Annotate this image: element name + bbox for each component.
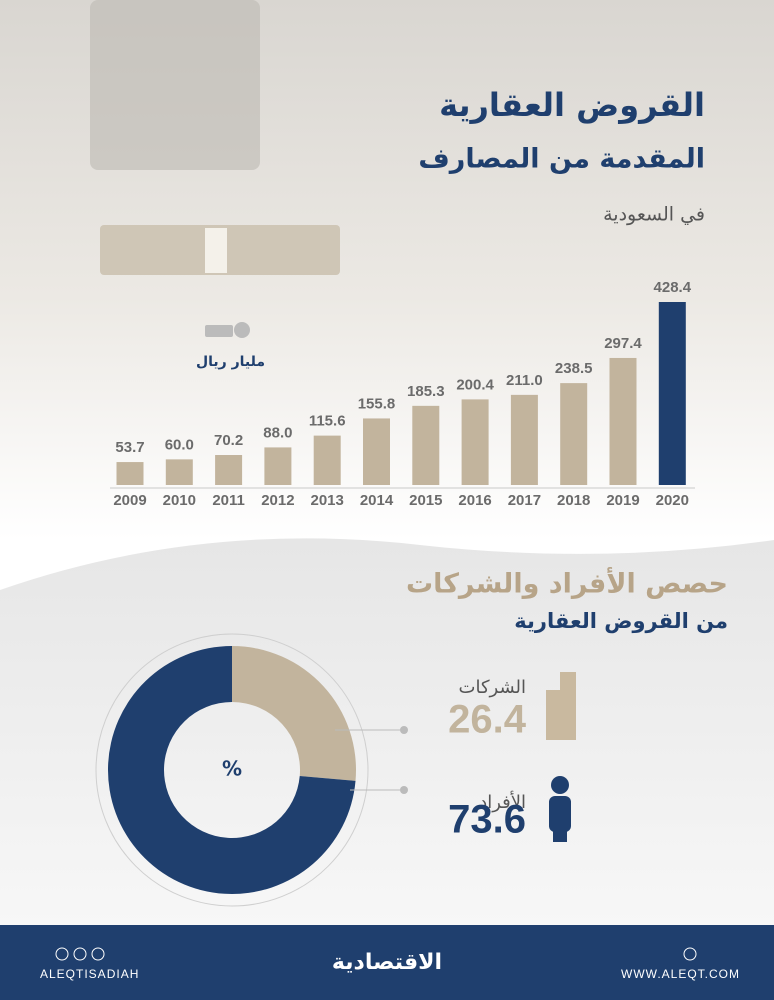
bar — [412, 405, 440, 485]
x-tick-label: 2014 — [360, 492, 394, 509]
value-label: 155.8 — [358, 395, 396, 412]
chart-title: حصص الأفراد والشركات — [406, 567, 728, 600]
donut — [107, 646, 356, 894]
bar — [215, 455, 243, 485]
value-label: 53.7 — [115, 439, 144, 456]
chart-subtitle: المقدمة من المصارف — [418, 144, 705, 175]
value-label: 428.4 — [654, 279, 692, 296]
value-label: 185.3 — [407, 383, 445, 400]
money-icon — [205, 322, 250, 338]
bar — [658, 302, 686, 485]
value-label: 60.0 — [165, 436, 194, 453]
legend-label: الشركات — [459, 677, 526, 698]
laptop-shape — [90, 0, 260, 170]
x-tick-label: 2016 — [458, 492, 491, 509]
x-tick-label: 2019 — [606, 492, 639, 509]
x-tick-label: 2018 — [557, 492, 590, 509]
bar — [116, 462, 144, 485]
person-icon — [549, 776, 571, 842]
website: WWW.ALEQT.COM — [621, 967, 740, 981]
building-icon — [546, 672, 576, 740]
value-label: 73.6 — [448, 798, 526, 842]
value-label: 297.4 — [604, 335, 642, 352]
bar — [313, 435, 341, 485]
donut-segment — [232, 646, 356, 781]
chart-subtitle: من القروض العقارية — [514, 609, 728, 633]
value-label: 88.0 — [263, 424, 292, 441]
bar — [264, 447, 292, 485]
legend-label: الأفراد — [479, 791, 526, 813]
x-tick-label: 2020 — [656, 492, 689, 509]
footer-band — [0, 925, 774, 1000]
x-tick-label: 2013 — [311, 492, 344, 509]
x-tick-label: 2009 — [113, 492, 146, 509]
x-tick-label: 2010 — [163, 492, 196, 509]
leader-dot — [400, 726, 408, 734]
value-label: 70.2 — [214, 432, 243, 449]
social-icons — [55, 947, 105, 961]
social-handle: ALEQTISADIAH — [40, 967, 139, 981]
bar — [363, 418, 390, 485]
bar — [609, 357, 637, 485]
bar — [510, 394, 538, 485]
value-label: 211.0 — [506, 372, 543, 389]
value-label: 238.5 — [555, 360, 593, 377]
x-tick-label: 2011 — [212, 492, 245, 509]
x-tick-label: 2017 — [508, 492, 541, 509]
chart-title: القروض العقارية — [439, 86, 705, 124]
value-label: 26.4 — [448, 698, 527, 742]
bar — [560, 383, 588, 485]
x-tick-label: 2015 — [409, 492, 442, 509]
donut-center-label: % — [222, 757, 242, 781]
leader-dot — [400, 786, 408, 794]
x-tick-label: 2012 — [261, 492, 294, 509]
value-label: 200.4 — [456, 376, 494, 393]
money-band — [205, 228, 227, 273]
donut-outline — [95, 633, 369, 907]
chart-subtitle: في السعودية — [603, 204, 705, 226]
bar — [461, 399, 489, 485]
donut-segment — [107, 646, 356, 894]
value-label: 115.6 — [309, 413, 346, 430]
unit-label: مليار ريال — [196, 354, 265, 370]
web-icon — [683, 947, 697, 961]
logo: الاقتصادية — [332, 950, 442, 975]
bar — [165, 459, 193, 485]
